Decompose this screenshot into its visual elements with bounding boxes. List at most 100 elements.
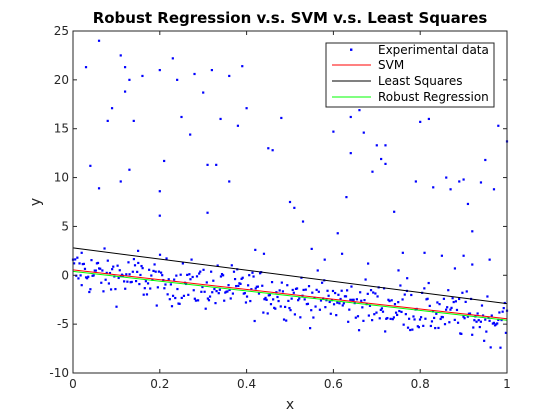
data-point <box>119 54 122 57</box>
data-point <box>384 144 387 147</box>
data-point <box>124 287 127 290</box>
y-tick-label: 20 <box>54 73 69 87</box>
data-point <box>144 280 147 283</box>
data-point <box>406 326 410 329</box>
data-point <box>206 163 209 166</box>
data-point <box>198 272 201 275</box>
data-point <box>307 285 311 288</box>
data-point <box>336 232 339 235</box>
data-point <box>349 152 352 155</box>
line-svm <box>72 269 508 320</box>
data-point <box>456 321 460 324</box>
data-point <box>331 289 335 293</box>
line-least-squares <box>72 247 508 305</box>
data-point <box>368 304 372 307</box>
data-point <box>169 283 172 286</box>
data-point <box>297 299 300 302</box>
data-point <box>449 308 452 311</box>
data-point <box>410 293 413 297</box>
data-point <box>302 288 305 292</box>
data-point <box>292 291 295 294</box>
data-point <box>371 170 374 173</box>
data-point <box>378 317 381 320</box>
data-point <box>141 267 144 270</box>
data-point <box>132 258 136 261</box>
data-point <box>432 186 435 189</box>
data-point <box>80 284 83 287</box>
data-point <box>452 300 455 304</box>
data-point <box>339 297 342 301</box>
data-point <box>87 275 90 278</box>
data-point <box>219 275 223 278</box>
data-point <box>451 297 454 300</box>
data-point <box>437 326 440 330</box>
axis-ticks: 0 0.2 0.4 0.6 0.8 1 -10 -5 0 5 10 15 20 25 <box>49 24 510 391</box>
data-point <box>78 262 81 265</box>
data-point <box>374 292 377 295</box>
data-point <box>426 297 429 300</box>
legend-label-experimental-data: Experimental data <box>378 43 489 57</box>
data-point <box>174 296 177 300</box>
data-point <box>125 273 128 276</box>
data-point <box>347 320 350 323</box>
data-point <box>504 331 508 334</box>
data-point <box>278 289 281 292</box>
data-point <box>201 285 204 289</box>
data-point <box>72 262 76 265</box>
data-point <box>475 320 478 323</box>
data-point <box>123 66 127 69</box>
data-point <box>143 287 146 290</box>
data-point <box>413 318 416 321</box>
data-point <box>138 282 141 286</box>
legend: Experimental data SVM Least Squares Robu… <box>325 42 495 108</box>
data-point <box>190 258 193 261</box>
data-point <box>352 298 355 301</box>
data-point <box>329 312 332 315</box>
data-point <box>497 124 500 127</box>
data-point <box>173 278 176 281</box>
data-point <box>175 274 178 277</box>
data-point <box>102 290 105 293</box>
data-point <box>488 258 491 261</box>
data-point <box>285 319 288 322</box>
data-point <box>118 269 121 272</box>
data-point <box>318 308 322 311</box>
data-point <box>166 293 169 296</box>
data-point <box>212 279 215 282</box>
scatter-points <box>71 39 509 349</box>
data-point <box>290 297 293 300</box>
data-point <box>227 284 230 287</box>
data-point <box>187 293 190 296</box>
data-point <box>461 291 464 294</box>
data-point <box>401 251 404 254</box>
y-tick-label: -5 <box>57 317 69 331</box>
data-point <box>453 318 456 321</box>
data-point <box>342 302 345 305</box>
data-point <box>231 292 234 295</box>
data-point <box>448 321 451 324</box>
data-point <box>454 300 457 303</box>
data-point <box>444 308 448 311</box>
data-point <box>484 158 487 162</box>
x-tick-label: 0.2 <box>150 377 169 391</box>
data-point <box>167 278 170 281</box>
data-point <box>254 287 257 290</box>
data-point <box>348 308 351 311</box>
data-point <box>89 288 92 291</box>
data-point <box>484 318 487 321</box>
data-point <box>199 270 202 273</box>
data-point <box>181 262 184 265</box>
data-point <box>359 291 362 294</box>
data-point <box>477 319 480 322</box>
data-point <box>334 291 337 295</box>
data-point <box>117 276 120 280</box>
data-point <box>189 133 192 136</box>
data-point <box>341 304 344 307</box>
data-point <box>399 284 402 287</box>
data-point <box>163 159 166 163</box>
y-tick-label: -10 <box>49 366 69 380</box>
data-point <box>106 259 109 262</box>
data-point <box>253 319 256 323</box>
data-point <box>418 318 422 321</box>
data-point <box>423 251 426 254</box>
